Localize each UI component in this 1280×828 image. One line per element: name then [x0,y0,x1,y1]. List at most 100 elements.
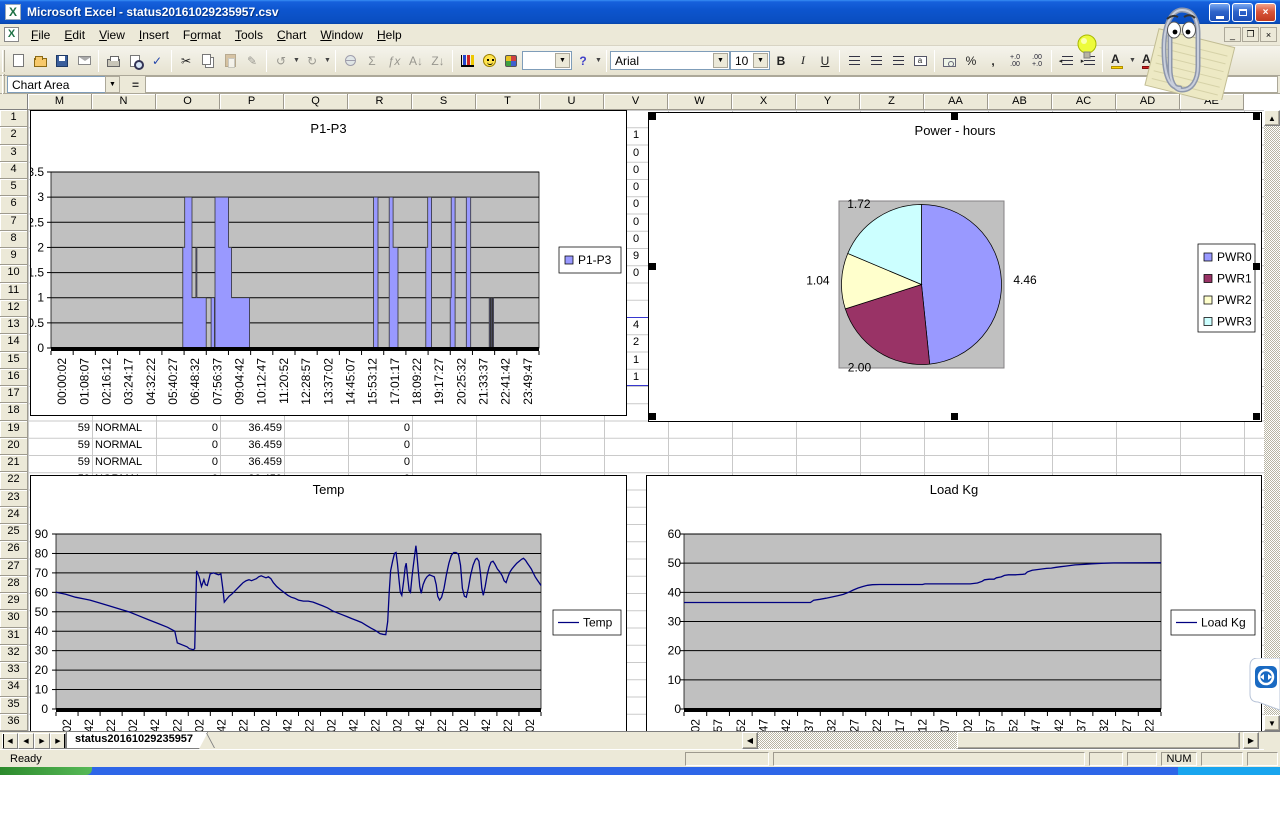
tab-nav-next-button[interactable]: ▶ [34,733,50,749]
row-header-28[interactable]: 28 [0,576,28,593]
vertical-scroll-track[interactable] [1264,126,1280,715]
column-header-AC[interactable]: AC [1052,94,1116,110]
column-header-X[interactable]: X [732,94,796,110]
currency-button[interactable] [938,50,960,72]
cell-O19[interactable]: 0 [156,422,218,434]
row-header-17[interactable]: 17 [0,386,28,403]
row-header-25[interactable]: 25 [0,524,28,541]
menu-format[interactable]: Format [176,25,228,45]
align-right-button[interactable] [887,50,909,72]
column-header-S[interactable]: S [412,94,476,110]
font-name-combo[interactable]: Arial▼ [610,51,730,70]
row-header-26[interactable]: 26 [0,541,28,558]
italic-button[interactable]: I [792,50,814,72]
worksheet-area[interactable]: MNOPQRSTUVWXYZAAABACADAE 123456789101112… [0,94,1280,731]
chart-wizard-button[interactable] [456,50,478,72]
toolbar-options[interactable]: ▼ [594,50,603,72]
row-header-11[interactable]: 11 [0,283,28,300]
close-button[interactable]: × [1255,3,1276,22]
tab-nav-previous-button[interactable]: ◀ [18,733,34,749]
menu-view[interactable]: View [92,25,132,45]
select-all-corner[interactable] [0,94,28,110]
chart-p1-p3[interactable]: 00.511.522.533.500:00:0201:08:0702:16:12… [30,110,627,416]
row-header-24[interactable]: 24 [0,507,28,524]
column-header-Z[interactable]: Z [860,94,924,110]
selection-handle[interactable] [951,113,958,120]
workbook-restore-button[interactable]: ❐ [1242,27,1259,42]
new-button[interactable] [7,50,29,72]
print-button[interactable] [102,50,124,72]
row-header-18[interactable]: 18 [0,403,28,420]
row-header-29[interactable]: 29 [0,593,28,610]
row-header-19[interactable]: 19 [0,421,28,438]
open-button[interactable] [29,50,51,72]
cell-M21[interactable]: 59 [28,456,90,468]
row-header-1[interactable]: 1 [0,110,28,127]
selection-handle[interactable] [1253,263,1260,270]
autosum-button[interactable]: Σ [361,50,383,72]
column-header-T[interactable]: T [476,94,540,110]
column-header-V[interactable]: V [604,94,668,110]
row-header-32[interactable]: 32 [0,645,28,662]
redo-dropdown[interactable]: ▼ [323,50,332,72]
format-painter-button[interactable]: ✎ [241,50,263,72]
percent-button[interactable]: % [960,50,982,72]
sort-descending-button[interactable]: Z↓ [427,50,449,72]
help-button[interactable]: ? [572,50,594,72]
cell-O20[interactable]: 0 [156,439,218,451]
start-button-sliver[interactable] [0,767,92,775]
cell-N21[interactable]: NORMAL [92,456,154,468]
row-header-33[interactable]: 33 [0,662,28,679]
zoom-combo-arrow[interactable]: ▼ [555,53,570,68]
horizontal-scrollbar[interactable]: ◀ ▶ [742,732,1262,750]
row-header-12[interactable]: 12 [0,300,28,317]
column-header-N[interactable]: N [92,94,156,110]
clippy-assistant[interactable] [1122,0,1238,100]
cell-M20[interactable]: 59 [28,439,90,451]
column-header-Q[interactable]: Q [284,94,348,110]
zoom-combo[interactable]: ▼ [522,51,572,70]
selection-handle[interactable] [649,413,656,420]
menu-tools[interactable]: Tools [228,25,270,45]
column-header-W[interactable]: W [668,94,732,110]
copy-button[interactable] [197,50,219,72]
font-size-combo[interactable]: 10▼ [730,51,770,70]
row-header-4[interactable]: 4 [0,162,28,179]
font-name-combo-arrow[interactable]: ▼ [713,53,728,68]
column-header-AA[interactable]: AA [924,94,988,110]
title-bar[interactable]: X Microsoft Excel - status20161029235957… [0,0,1280,24]
mail-button[interactable] [73,50,95,72]
sheet-tab[interactable]: status20161029235957 [66,732,208,749]
row-header-8[interactable]: 8 [0,231,28,248]
row-header-3[interactable]: 3 [0,145,28,162]
row-header-35[interactable]: 35 [0,697,28,714]
column-header-U[interactable]: U [540,94,604,110]
decrease-indent-button[interactable]: ◂ [1055,50,1077,72]
font-size-combo-arrow[interactable]: ▼ [753,53,768,68]
paste-function-button[interactable]: ƒx [383,50,405,72]
horizontal-scroll-track[interactable] [758,732,957,749]
menu-window[interactable]: Window [313,25,370,45]
vertical-scrollbar[interactable]: ▲ ▼ [1264,110,1280,731]
save-button[interactable] [51,50,73,72]
row-header-16[interactable]: 16 [0,369,28,386]
row-header-7[interactable]: 7 [0,214,28,231]
menu-edit[interactable]: Edit [57,25,92,45]
paste-button[interactable] [219,50,241,72]
row-header-36[interactable]: 36 [0,714,28,731]
row-header-15[interactable]: 15 [0,352,28,369]
cell-R20[interactable]: 0 [348,439,410,451]
align-left-button[interactable] [843,50,865,72]
row-header-13[interactable]: 13 [0,317,28,334]
cell-N19[interactable]: NORMAL [92,422,154,434]
selection-handle[interactable] [1253,413,1260,420]
column-header-M[interactable]: M [28,94,92,110]
comma-button[interactable]: , [982,50,1004,72]
row-header-34[interactable]: 34 [0,679,28,696]
print-preview-button[interactable] [124,50,146,72]
selection-handle[interactable] [1253,113,1260,120]
menu-file[interactable]: File [24,25,57,45]
row-header-30[interactable]: 30 [0,610,28,627]
office-assistant-button[interactable] [478,50,500,72]
row-header-9[interactable]: 9 [0,248,28,265]
